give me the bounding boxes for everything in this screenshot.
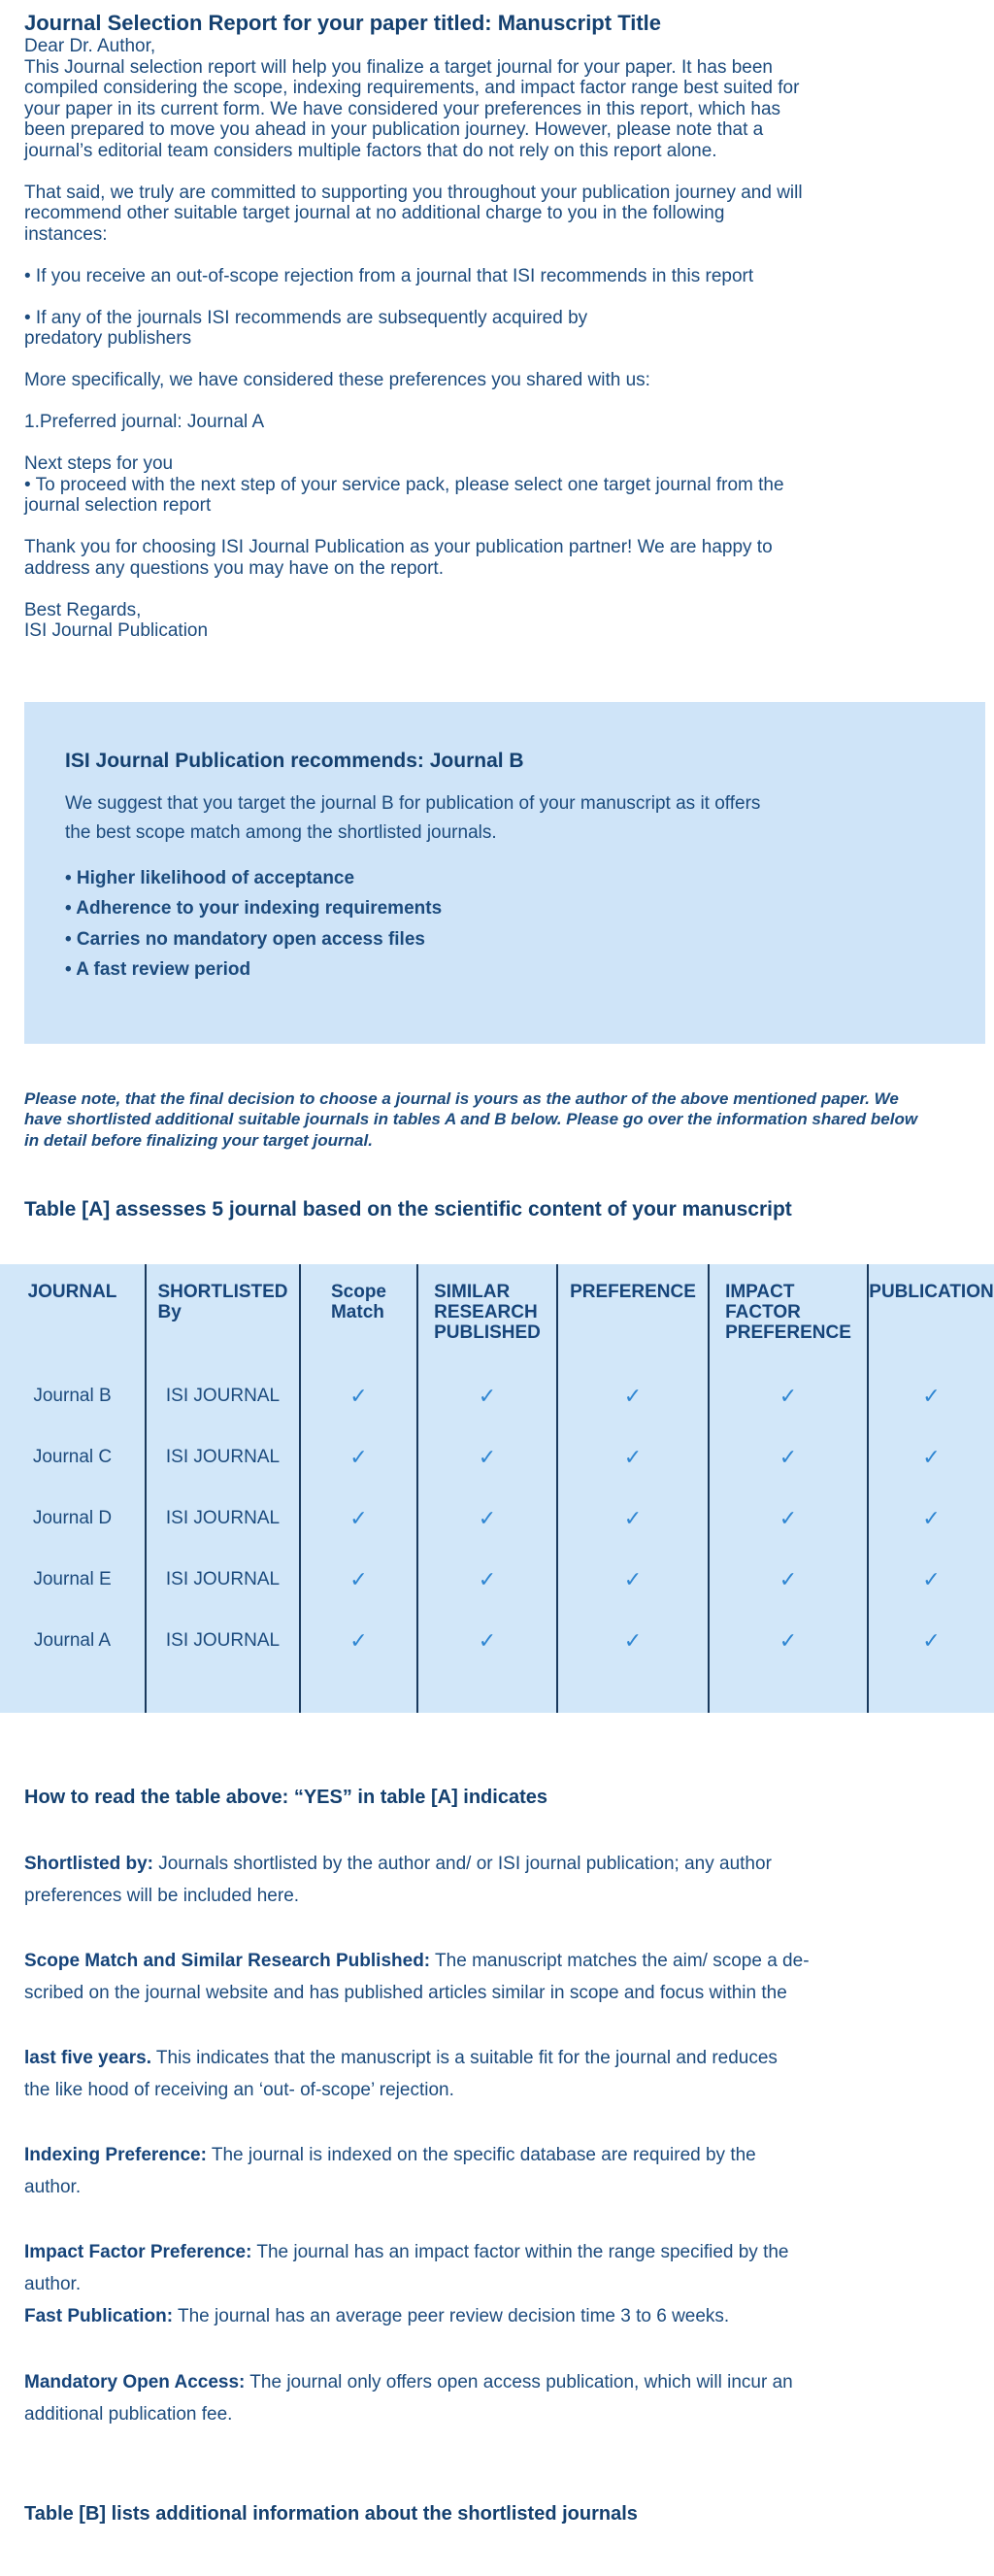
shortlisted-by-cell: ISI JOURNAL [165, 1568, 281, 1589]
legend-label: Shortlisted by: [24, 1854, 154, 1874]
recommendation-bullet: • Higher likelihood of acceptance [65, 867, 355, 888]
next-steps-paragraph: Next steps for you • To proceed with the… [24, 453, 784, 516]
table-a-column-impact-factor: IMPACT FACTOR PREFERENCE ✓ ✓ ✓ ✓ ✓ [710, 1264, 869, 1713]
recommendation-bullet: • Adherence to your indexing requirement… [65, 898, 443, 919]
recommendation-box: ISI Journal Publication recommends: Jour… [24, 701, 985, 1044]
italic-disclaimer-note: Please note, that the final decision to … [24, 1088, 918, 1150]
check-icon: ✓ [779, 1627, 798, 1653]
check-icon: ✓ [478, 1444, 497, 1469]
column-header-impact-factor: IMPACT FACTOR PREFERENCE [725, 1282, 851, 1343]
shortlisted-by-cell: ISI JOURNAL [165, 1507, 281, 1528]
table-a-column-similar-research: SIMILAR RESEARCH PUBLISHED ✓ ✓ ✓ ✓ ✓ [418, 1264, 558, 1713]
recommendation-bullet: • Carries no mandatory open access files [65, 928, 425, 950]
column-header-scope-match: Scope Match [330, 1282, 387, 1322]
check-icon: ✓ [623, 1383, 643, 1408]
check-icon: ✓ [922, 1505, 941, 1530]
check-icon: ✓ [478, 1505, 497, 1530]
letter-paragraph: More specifically, we have considered th… [24, 370, 650, 390]
letter-paragraph: Thank you for choosing ISI Journal Publi… [24, 537, 773, 579]
preferred-journal-line: 1.Preferred journal: Journal A [24, 412, 265, 432]
legend-text: The journal has an impact factor within … [24, 2242, 789, 2294]
check-icon: ✓ [349, 1627, 368, 1653]
check-icon: ✓ [922, 1383, 941, 1408]
check-icon: ✓ [349, 1505, 368, 1530]
table-a-legend-section: How to read the table above: “YES” in ta… [0, 1786, 994, 2526]
table-b-heading: Table [B] lists additional information a… [24, 2503, 638, 2525]
legend-text: The journal only offers open access publ… [24, 2372, 793, 2425]
column-header-shortlisted-by: SHORTLISTED By [157, 1282, 288, 1322]
check-icon: ✓ [349, 1444, 368, 1469]
shortlisted-by-cell: ISI JOURNAL [165, 1385, 281, 1406]
column-header-publication: PUBLICATION [869, 1282, 994, 1302]
letter-bullet: • If any of the journals ISI recommends … [24, 307, 588, 350]
check-icon: ✓ [779, 1383, 798, 1408]
legend-text: The journal is indexed on the specific d… [24, 2145, 756, 2197]
check-icon: ✓ [478, 1627, 497, 1653]
legend-item-mandatory-open-access: Mandatory Open Access: The journal only … [24, 2366, 970, 2430]
table-a-column-journal: JOURNAL Journal B Journal C Journal D Jo… [0, 1264, 147, 1713]
legend-text: The manuscript matches the aim/ scope a … [24, 1951, 810, 2003]
check-icon: ✓ [922, 1444, 941, 1469]
legend-text: Journals shortlisted by the author and/ … [24, 1854, 772, 1906]
column-header-preference: PREFERENCE [570, 1282, 696, 1302]
letter-paragraph: Dear Dr. Author, This Journal selection … [24, 36, 800, 161]
legend-label: Scope Match and Similar Research Publish… [24, 1951, 431, 1971]
check-icon: ✓ [922, 1566, 941, 1591]
page-title: Journal Selection Report for your paper … [24, 11, 662, 35]
check-icon: ✓ [349, 1566, 368, 1591]
recommendation-heading: ISI Journal Publication recommends: Jour… [65, 749, 524, 772]
legend-item-shortlisted-by: Shortlisted by: Journals shortlisted by … [24, 1848, 970, 1912]
shortlisted-by-cell: ISI JOURNAL [165, 1629, 281, 1651]
table-a-heading: Table [A] assesses 5 journal based on th… [24, 1198, 792, 1221]
legend-item-impact-factor: Impact Factor Preference: The journal ha… [24, 2236, 970, 2300]
check-icon: ✓ [623, 1505, 643, 1530]
journal-name-cell: Journal D [32, 1507, 113, 1528]
legend-item-fast-publication: Fast Publication: The journal has an ave… [24, 2300, 970, 2332]
table-a-column-publication: PUBLICATION ✓ ✓ ✓ ✓ ✓ [869, 1264, 994, 1713]
letter-section: Journal Selection Report for your paper … [0, 10, 994, 642]
legend-label: Impact Factor Preference: [24, 2242, 252, 2262]
legend-text: This indicates that the manuscript is a … [24, 2048, 778, 2100]
journal-name-cell: Journal C [32, 1446, 113, 1467]
howto-heading: How to read the table above: “YES” in ta… [24, 1787, 547, 1808]
legend-label: last five years. [24, 2048, 151, 2068]
column-header-journal: JOURNAL [27, 1282, 117, 1302]
table-a-column-scope-match: Scope Match ✓ ✓ ✓ ✓ ✓ [301, 1264, 418, 1713]
legend-label: Indexing Preference: [24, 2145, 207, 2165]
letter-paragraph: That said, we truly are committed to sup… [24, 182, 803, 245]
legend-label: Fast Publication: [24, 2306, 174, 2326]
legend-item-scope-match: Scope Match and Similar Research Publish… [24, 1945, 970, 2009]
legend-item-indexing-preference: Indexing Preference: The journal is inde… [24, 2139, 970, 2203]
legend-label: Mandatory Open Access: [24, 2372, 246, 2392]
letter-bullet: • If you receive an out-of-scope rejecti… [24, 265, 754, 286]
check-icon: ✓ [779, 1444, 798, 1469]
check-icon: ✓ [349, 1383, 368, 1408]
recommendation-bullet: • A fast review period [65, 959, 251, 980]
recommendation-body: We suggest that you target the journal B… [65, 792, 761, 843]
journal-name-cell: Journal E [33, 1568, 112, 1589]
legend-text: The journal has an average peer review d… [173, 2306, 730, 2326]
check-icon: ✓ [623, 1444, 643, 1469]
journal-name-cell: Journal A [33, 1629, 112, 1651]
legend-item-last-five-years: last five years. This indicates that the… [24, 2042, 970, 2106]
column-header-similar-research: SIMILAR RESEARCH PUBLISHED [434, 1282, 541, 1343]
table-a-column-preference: PREFERENCE ✓ ✓ ✓ ✓ ✓ [558, 1264, 710, 1713]
check-icon: ✓ [623, 1566, 643, 1591]
journal-name-cell: Journal B [33, 1385, 112, 1406]
signature: Best Regards, ISI Journal Publication [24, 599, 209, 642]
check-icon: ✓ [478, 1566, 497, 1591]
check-icon: ✓ [922, 1627, 941, 1653]
shortlisted-by-cell: ISI JOURNAL [165, 1446, 281, 1467]
table-a: JOURNAL Journal B Journal C Journal D Jo… [0, 1264, 994, 1713]
table-a-column-shortlisted-by: SHORTLISTED By ISI JOURNAL ISI JOURNAL I… [147, 1264, 301, 1713]
check-icon: ✓ [779, 1505, 798, 1530]
check-icon: ✓ [478, 1383, 497, 1408]
check-icon: ✓ [623, 1627, 643, 1653]
check-icon: ✓ [779, 1566, 798, 1591]
